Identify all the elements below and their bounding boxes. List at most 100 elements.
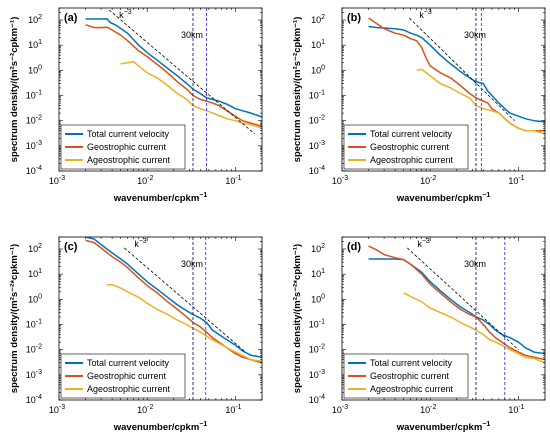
slope-label: k−3 <box>134 238 147 249</box>
y-tick-label-exponent: 0 <box>38 64 42 71</box>
slope-label-exponent: −3 <box>139 238 147 245</box>
y-tick-label-base: 10 <box>311 15 321 25</box>
x-tick-label-base: 10 <box>420 176 430 186</box>
x-tick-label-base: 10 <box>225 405 235 415</box>
y-tick-label: 102 <box>28 14 42 25</box>
y-tick-label-base: 10 <box>309 116 319 126</box>
y-axis-label: spectrum density/(m²s⁻²cpkm⁻¹) <box>292 17 303 163</box>
x-tick-label: 10-3 <box>49 404 65 415</box>
slope-label-exponent: −3 <box>422 238 430 245</box>
y-tick-label: 10-1 <box>309 319 325 330</box>
x-tick-label-base: 10 <box>49 176 59 186</box>
y-tick-label-base: 10 <box>309 141 319 151</box>
y-tick-label-exponent: -4 <box>319 165 325 172</box>
x-tick-label-exponent: -2 <box>147 404 153 411</box>
y-tick-label: 10-2 <box>26 115 42 126</box>
x-tick-label-exponent: -2 <box>147 175 153 182</box>
y-tick-label: 10-4 <box>26 394 42 405</box>
y-tick-label-exponent: -4 <box>36 165 42 172</box>
series-group <box>368 8 545 171</box>
x-tick-label-exponent: -1 <box>518 175 524 182</box>
slope-label-base: k <box>417 239 422 249</box>
series-group <box>85 237 262 400</box>
x-tick-label-exponent: -3 <box>342 175 348 182</box>
slope-reference-line <box>108 9 255 135</box>
x-tick-label-exponent: -1 <box>518 404 524 411</box>
y-tick-label: 100 <box>311 293 325 304</box>
y-tick-label-base: 10 <box>26 370 36 380</box>
y-tick-label-base: 10 <box>309 370 319 380</box>
y-tick-label: 101 <box>28 39 42 50</box>
x-tick-label: 10-3 <box>332 175 348 186</box>
y-tick-label-exponent: 1 <box>38 268 42 275</box>
x-tick-label-exponent: -2 <box>430 175 436 182</box>
series-line-geo <box>85 23 262 128</box>
annotation-30km: 30km <box>464 30 486 40</box>
y-tick-label-base: 10 <box>309 320 319 330</box>
legend-label-geo: Geostrophic current <box>370 142 450 152</box>
y-tick-label: 100 <box>28 293 42 304</box>
x-tick-label-base: 10 <box>49 405 59 415</box>
legend-label-total: Total current velocity <box>370 358 453 368</box>
slope-label-base: k <box>419 10 424 20</box>
y-tick-label: 10-1 <box>26 90 42 101</box>
y-tick-label-base: 10 <box>311 269 321 279</box>
y-tick-label-exponent: -2 <box>36 344 42 351</box>
y-tick-label: 10-3 <box>309 369 325 380</box>
x-tick-label-base: 10 <box>137 405 147 415</box>
slope-label-base: k <box>119 10 124 20</box>
x-tick-label-base: 10 <box>332 176 342 186</box>
y-tick-label-base: 10 <box>26 395 36 405</box>
legend: Total current velocity Geostrophic curren… <box>343 124 469 170</box>
panel-label: (b) <box>347 12 361 24</box>
axes-frame <box>58 236 263 401</box>
axes-frame <box>58 7 263 172</box>
slope-reference-line <box>409 17 515 121</box>
y-tick-label-exponent: -3 <box>319 140 325 147</box>
y-tick-label-exponent: 1 <box>321 39 325 46</box>
y-tick-label-base: 10 <box>311 294 321 304</box>
x-axis-label-exponent: −1 <box>482 421 490 428</box>
legend-label-ageo: Ageostrophic current <box>87 155 171 165</box>
y-tick-label-base: 10 <box>311 40 321 50</box>
y-tick-label: 100 <box>311 64 325 75</box>
y-tick-label-base: 10 <box>26 345 36 355</box>
x-tick-label: 10-1 <box>508 404 524 415</box>
y-tick-label-base: 10 <box>309 166 319 176</box>
y-tick-label-base: 10 <box>26 166 36 176</box>
y-tick-label-exponent: -4 <box>36 394 42 401</box>
slope-label: k−3 <box>119 9 132 20</box>
y-tick-label-base: 10 <box>309 345 319 355</box>
x-axis-label-base: wavenumber/cpkm <box>396 422 483 433</box>
x-tick-label-exponent: -2 <box>430 404 436 411</box>
y-tick-label-exponent: 0 <box>321 293 325 300</box>
y-tick-label-exponent: 2 <box>38 243 42 250</box>
x-tick-label: 10-2 <box>420 404 436 415</box>
x-tick-label-base: 10 <box>420 405 430 415</box>
axes-frame <box>341 236 546 401</box>
y-tick-label-exponent: -2 <box>319 344 325 351</box>
x-axis-label: wavenumber/cpkm−1 <box>396 192 491 204</box>
y-tick-label-exponent: -1 <box>319 90 325 97</box>
y-tick-label-base: 10 <box>311 244 321 254</box>
x-tick-label: 10-2 <box>137 175 153 186</box>
x-tick-label: 10-2 <box>137 404 153 415</box>
y-tick-label-base: 10 <box>28 244 38 254</box>
x-axis-label-exponent: −1 <box>199 192 207 199</box>
series-line-total <box>85 18 262 118</box>
series-line-ageo <box>416 68 545 135</box>
panel-label: (c) <box>64 241 78 253</box>
series-group <box>85 8 262 171</box>
slope-label-exponent: −3 <box>424 9 432 16</box>
y-tick-label-exponent: -2 <box>36 115 42 122</box>
y-tick-label-exponent: -3 <box>319 369 325 376</box>
y-tick-label-exponent: -4 <box>319 394 325 401</box>
series-line-ageo <box>107 283 262 362</box>
y-tick-label: 10-2 <box>309 115 325 126</box>
legend-label-ageo: Ageostrophic current <box>87 384 171 394</box>
chart-panel-2: 10-3 10-2 10-110-410-310-210-1100101102wav… <box>292 7 546 204</box>
y-tick-label: 101 <box>311 39 325 50</box>
x-tick-label: 10-1 <box>225 175 241 186</box>
slope-reference-line <box>124 247 246 353</box>
x-tick-label: 10-3 <box>49 175 65 186</box>
